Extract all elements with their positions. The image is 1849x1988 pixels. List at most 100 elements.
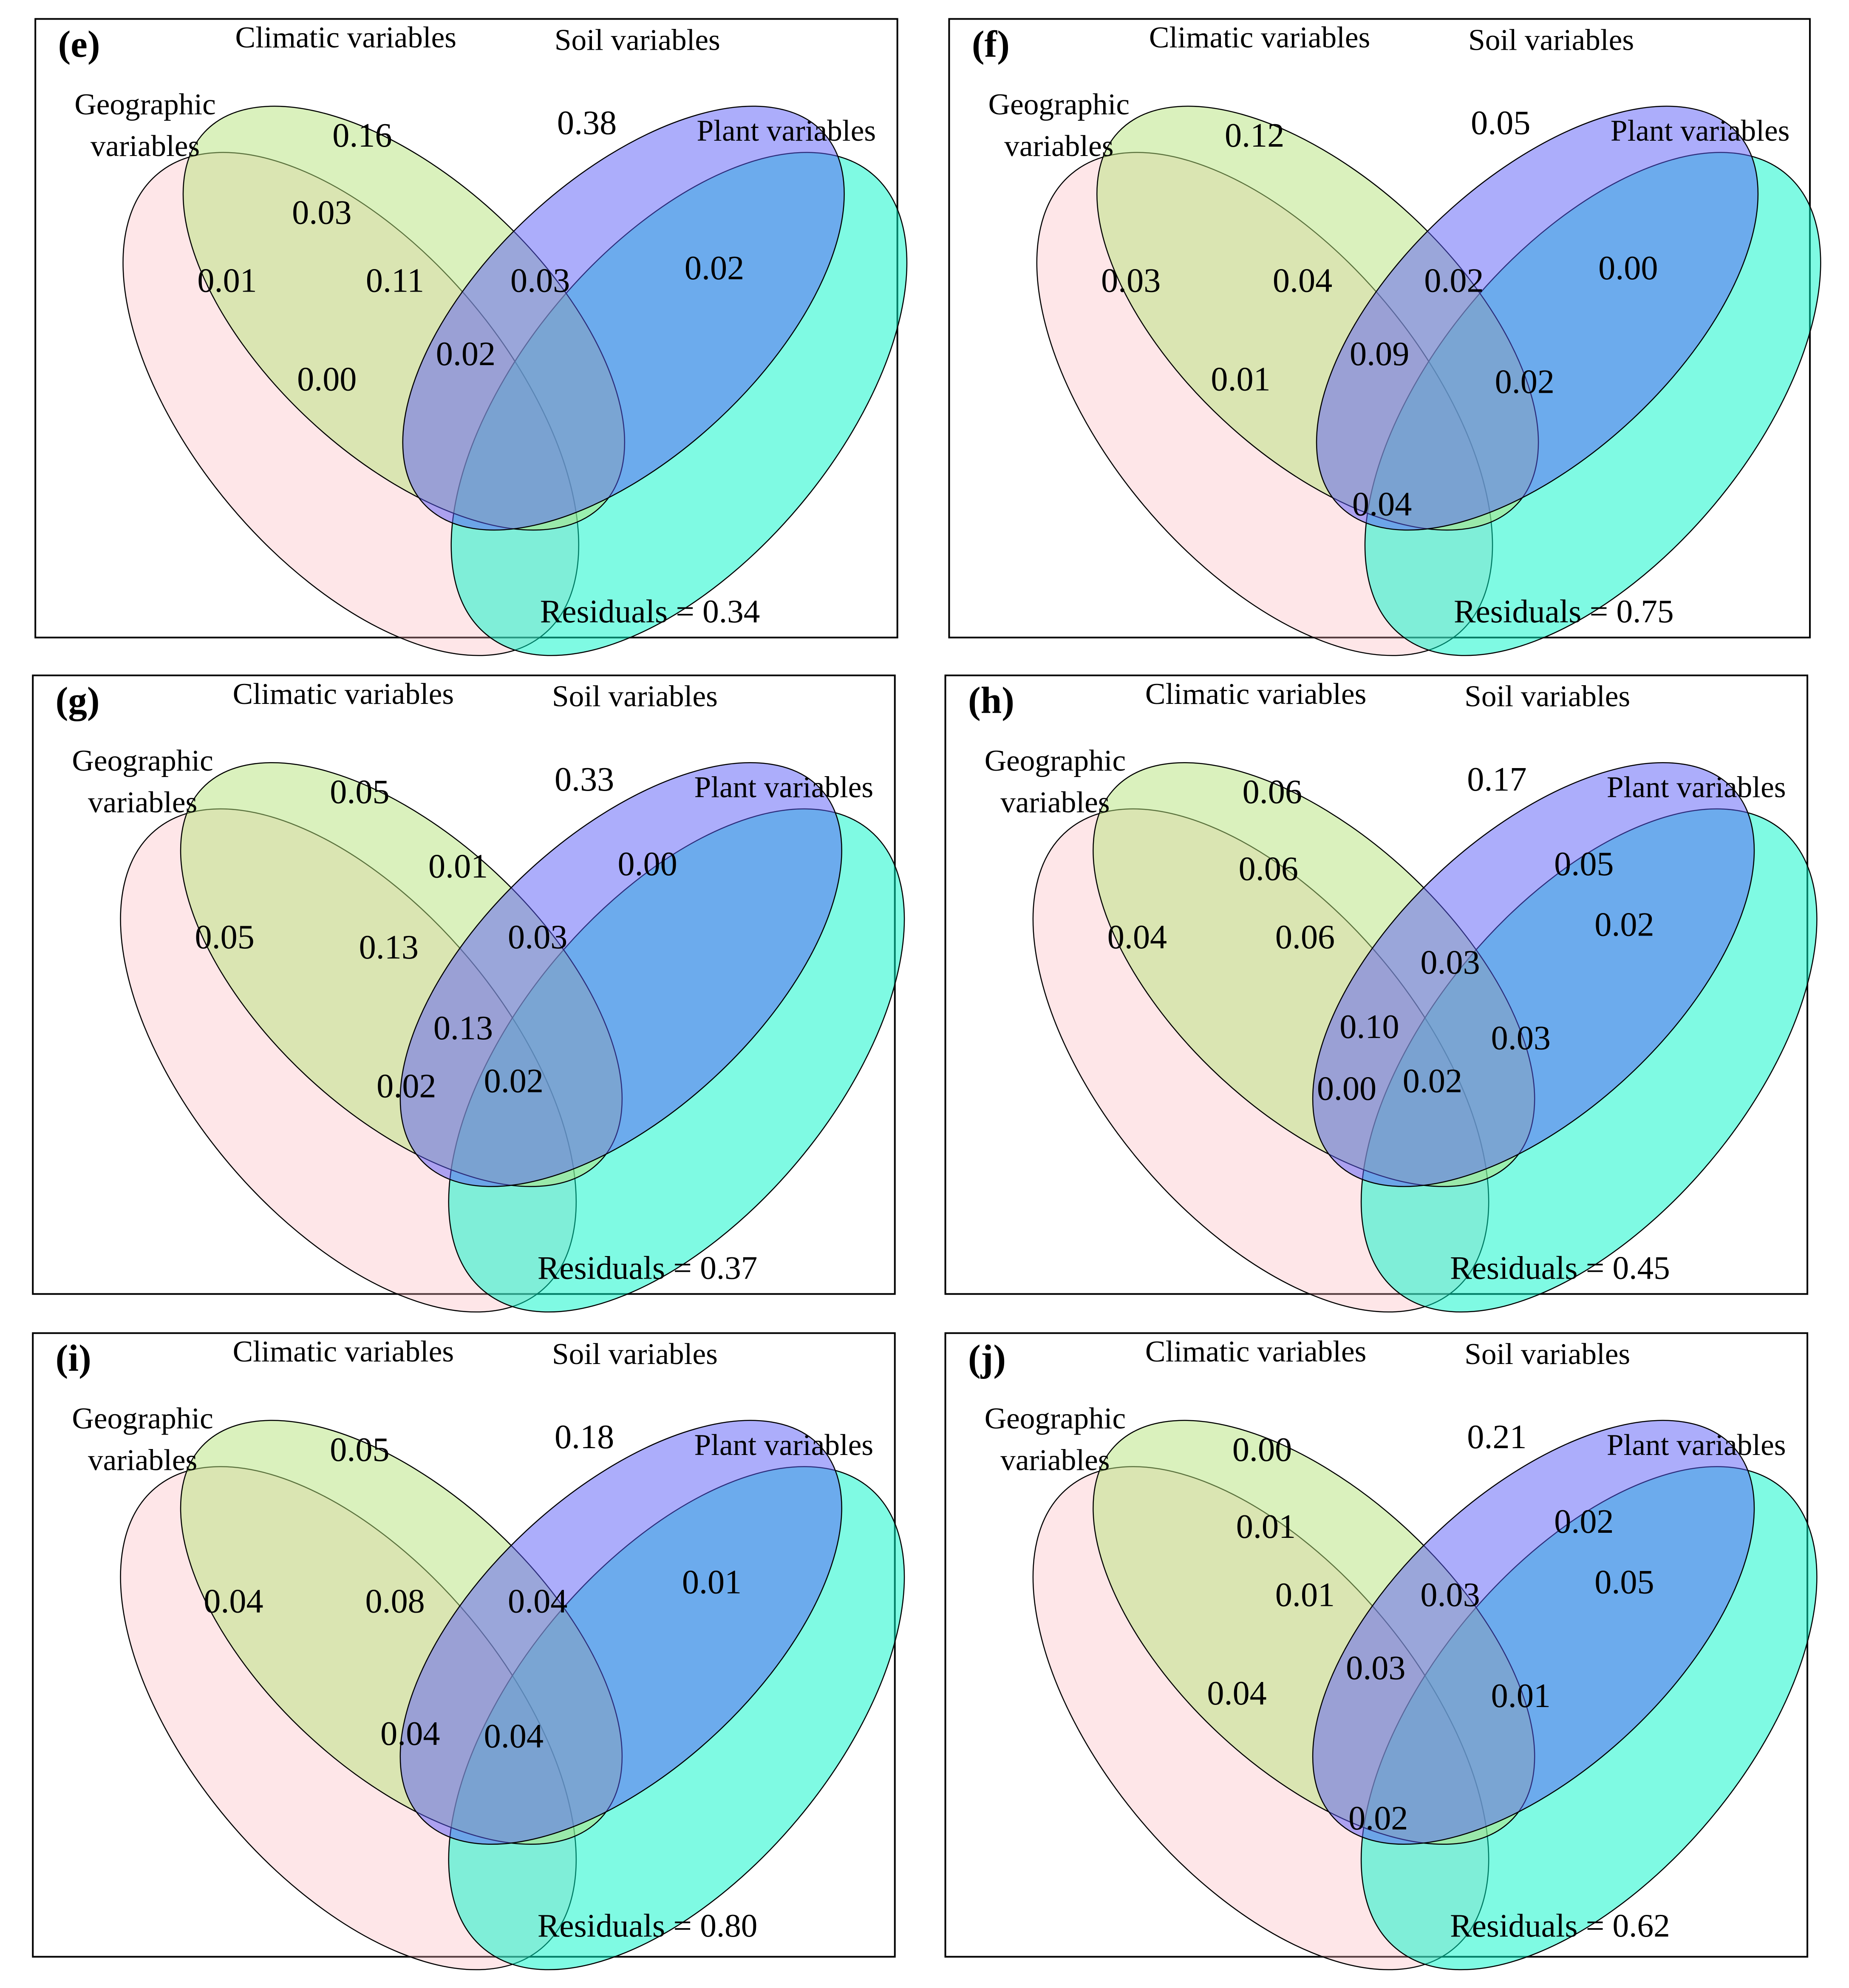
region-value-plant-only: 0.02: [1594, 906, 1654, 943]
region-value-soil-only: 0.38: [557, 104, 617, 142]
plant-set-label: Plant variables: [697, 114, 876, 147]
region-value-soil-only: 0.18: [555, 1418, 614, 1456]
region-value-climatic-only: 0.12: [1225, 117, 1284, 154]
residuals-label: Residuals = 0.37: [538, 1250, 758, 1286]
region-value-geographic-climatic-plant: 0.02: [1403, 1063, 1462, 1100]
region-value-soil-only: 0.05: [1471, 104, 1530, 142]
region-value-soil-plant: 0.05: [1554, 845, 1614, 883]
soil-set-label: Soil variables: [555, 23, 720, 57]
region-value-geographic-soil-plant-left: 0.02: [377, 1068, 436, 1105]
soil-set-ellipse: [1312, 1420, 1755, 1845]
region-value-geographic-plant: 0.04: [1352, 485, 1412, 523]
region-value-soil-plant: 0.02: [1554, 1503, 1614, 1540]
region-value-geographic-climatic: 0.03: [292, 194, 351, 231]
geographic-set-label-line1: Geographic: [72, 1402, 213, 1435]
plant-set-label: Plant variables: [1607, 1428, 1786, 1462]
geographic-set-label-line2: variables: [88, 1443, 197, 1477]
region-value-geographic-only: 0.04: [204, 1582, 263, 1620]
venn-panel-g: (g) Climatic variables Soil variables Plant…: [32, 674, 905, 1313]
climatic-set-label: Climatic variables: [235, 20, 456, 54]
residuals-label: Residuals = 0.62: [1450, 1907, 1670, 1944]
residuals-label: Residuals = 0.45: [1450, 1250, 1670, 1286]
region-value-geographic-soil-plant-left: 0.00: [1317, 1070, 1376, 1107]
soil-set-label: Soil variables: [552, 1337, 718, 1371]
residuals-label: Residuals = 0.75: [1454, 593, 1674, 630]
region-value-climatic-only: 0.05: [330, 774, 389, 811]
plant-set-label: Plant variables: [1611, 114, 1790, 147]
region-value-soil-only: 0.21: [1467, 1418, 1526, 1456]
region-value-geographic-soil: 0.01: [1211, 360, 1270, 398]
venn-ellipses: [120, 1420, 905, 1971]
panel-tag: (g): [56, 680, 100, 722]
plant-set-label: Plant variables: [694, 771, 874, 804]
soil-set-ellipse: [399, 762, 842, 1187]
venn-ellipses: [1036, 105, 1821, 656]
region-value-geographic-soil: 0.04: [1207, 1675, 1266, 1712]
region-value-plant-only: 0.00: [1598, 250, 1658, 287]
region-value-climatic-plant: 0.01: [1491, 1677, 1551, 1715]
geographic-set-label-line1: Geographic: [985, 744, 1126, 777]
region-value-geographic-climatic-soil: 0.06: [1275, 919, 1335, 956]
soil-set-ellipse: [399, 1420, 842, 1845]
region-value-geographic-climatic-plant: 0.02: [484, 1063, 544, 1100]
soil-set-ellipse: [402, 105, 845, 531]
geographic-set-label-line2: variables: [88, 786, 197, 819]
region-value-geographic-climatic: 0.06: [1239, 851, 1298, 888]
region-value-all-four: 0.10: [1339, 1008, 1399, 1046]
soil-set-ellipse: [1316, 105, 1759, 531]
region-value-climatic-only: 0.00: [1232, 1431, 1292, 1469]
geographic-set-label-line1: Geographic: [74, 88, 215, 121]
region-value-geographic-climatic-soil: 0.08: [365, 1582, 425, 1620]
climatic-set-label: Climatic variables: [1149, 20, 1370, 54]
region-value-geographic-plant: 0.02: [1348, 1800, 1408, 1837]
venn-panel-f: (f) Climatic variables Soil variables Plant…: [948, 18, 1821, 656]
region-value-climatic-soil-plant: 0.04: [508, 1582, 567, 1620]
region-value-climatic-soil: 0.01: [428, 848, 488, 885]
soil-set-label: Soil variables: [552, 680, 718, 713]
region-value-climatic-plant: 0.02: [1495, 363, 1555, 400]
climatic-set-label: Climatic variables: [1145, 1335, 1366, 1368]
soil-set-label: Soil variables: [1464, 1337, 1630, 1371]
region-value-geographic-only: 0.04: [1107, 919, 1167, 956]
region-value-soil-only: 0.17: [1467, 761, 1526, 798]
geographic-set-label-line2: variables: [1000, 1443, 1110, 1477]
geographic-set-label-line1: Geographic: [72, 744, 213, 777]
region-value-plant-only: 0.05: [1594, 1564, 1654, 1601]
region-value-all-four: 0.09: [1350, 335, 1409, 373]
region-value-climatic-soil-plant: 0.03: [510, 262, 570, 300]
panel-tag: (f): [972, 23, 1010, 65]
region-value-soil-only: 0.33: [555, 761, 614, 798]
region-value-all-four: 0.13: [433, 1010, 493, 1047]
region-value-climatic-soil-plant: 0.03: [508, 919, 567, 956]
venn-ellipses: [120, 762, 905, 1313]
plant-set-label: Plant variables: [694, 1428, 874, 1462]
venn-panel-e: (e) Climatic variables Soil variables Plant…: [34, 18, 908, 656]
region-value-plant-only: 0.02: [685, 250, 744, 287]
region-value-all-four: 0.02: [436, 335, 496, 373]
climatic-set-label: Climatic variables: [1145, 677, 1366, 711]
region-value-climatic-soil-plant: 0.03: [1420, 1576, 1480, 1614]
region-value-geographic-climatic-soil: 0.13: [359, 929, 419, 966]
region-value-geographic-only: 0.03: [1101, 262, 1161, 300]
geographic-set-label-line1: Geographic: [988, 88, 1130, 121]
venn-panel-j: (j) Climatic variables Soil variables Plant…: [944, 1332, 1818, 1971]
region-value-geographic-climatic-soil: 0.11: [366, 262, 424, 300]
region-value-geographic-climatic-soil: 0.04: [1273, 262, 1332, 300]
climatic-set-label: Climatic variables: [233, 1335, 454, 1368]
panel-tag: (i): [56, 1338, 91, 1379]
residuals-label: Residuals = 0.34: [540, 593, 760, 630]
region-value-climatic-only: 0.05: [330, 1431, 389, 1469]
soil-set-label: Soil variables: [1468, 23, 1634, 57]
panel-tag: (h): [968, 680, 1014, 722]
soil-set-label: Soil variables: [1464, 680, 1630, 713]
venn-panel-i: (i) Climatic variables Soil variables Plant…: [32, 1332, 905, 1971]
region-value-soil-plant: 0.00: [617, 845, 677, 883]
region-value-plant-only: 0.01: [682, 1564, 742, 1601]
plant-set-label: Plant variables: [1607, 771, 1786, 804]
geographic-set-label-line1: Geographic: [985, 1402, 1126, 1435]
panel-tag: (e): [58, 23, 100, 65]
region-value-geographic-climatic-plant: 0.04: [484, 1718, 544, 1755]
residuals-label: Residuals = 0.80: [538, 1907, 758, 1944]
geographic-set-label-line2: variables: [1004, 129, 1113, 163]
